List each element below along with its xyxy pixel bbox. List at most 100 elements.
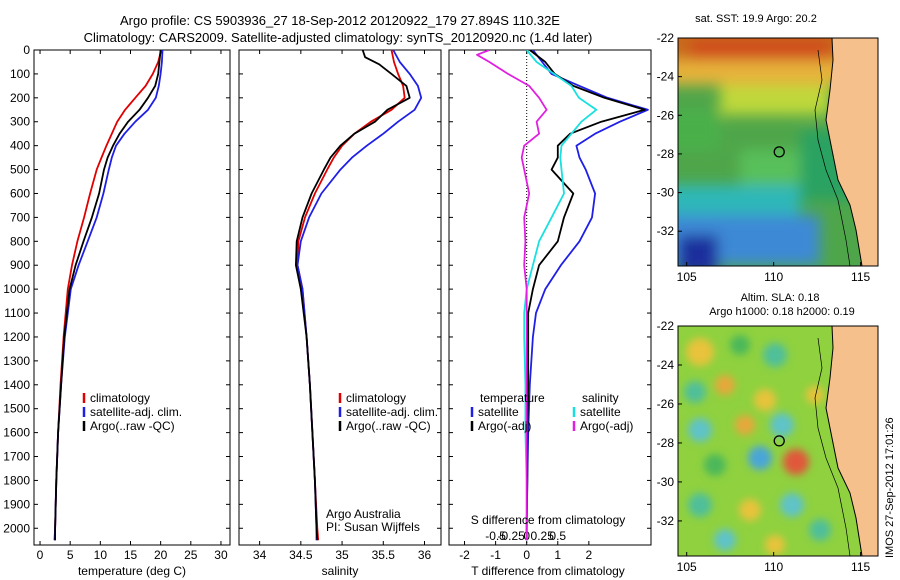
series-line-temperature: [53, 50, 164, 541]
temperature-series: [53, 50, 164, 541]
figure-title-line2: Climatology: CARS2009. Satellite-adjuste…: [84, 30, 593, 45]
depth-tick-label: 600: [10, 186, 30, 200]
s-tick-label: 0.5: [549, 529, 566, 543]
sla-map: Altim. SLA: 0.18 Argo h1000: 0.18 h2000:…: [657, 292, 879, 574]
map-x-tick-label: 115: [851, 560, 870, 574]
difference-series: [476, 50, 649, 541]
map-x-tick-label: 105: [677, 270, 697, 284]
legend-group-title: salinity: [582, 391, 619, 405]
x-tick-label: 2: [586, 548, 593, 562]
x-tick-label: 20: [154, 548, 168, 562]
map-y-tick-label: -24: [657, 70, 675, 84]
depth-tick-label: 1700: [3, 450, 30, 464]
series-line-difference: [523, 50, 598, 541]
map-y-tick-label: -30: [657, 186, 675, 200]
s-tick-label: -0.25: [497, 529, 525, 543]
sst-map-frame: [677, 37, 879, 267]
temperature-axis-ticks: 0 5 10 15 20 25 30: [37, 50, 228, 562]
map-y-tick-label: -24: [657, 358, 675, 372]
depth-tick-label: 800: [10, 234, 30, 248]
temperature-axes-frame: [33, 49, 231, 546]
figure-title-line1: Argo profile: CS 5903936_27 18-Sep-2012 …: [120, 13, 560, 28]
temperature-axis-label: temperature (deg C): [78, 564, 186, 578]
sst-map: sat. SST: 19.9 Argo: 20.2 105 110 115 -22 -2…: [657, 13, 879, 284]
legend-label: climatology: [346, 391, 406, 405]
x-tick-label: -1: [490, 548, 501, 562]
argo-location-marker-sla: [773, 435, 785, 447]
difference-legend: temperaturesatelliteArgo(-adj)salinitysa…: [470, 391, 633, 433]
depth-tick-label: 1100: [4, 306, 30, 320]
map-x-tick-label: 105: [677, 560, 697, 574]
series-line-difference: [525, 50, 649, 541]
sla-map-field: [678, 326, 878, 556]
pi-annotation: PI: Susan Wijffels: [326, 520, 420, 534]
land-mass-top: [826, 38, 878, 266]
x-tick-label: 30: [214, 548, 228, 562]
salinity-depth-ticks: [239, 49, 441, 529]
x-tick-label: 0: [37, 548, 44, 562]
salinity-axis-ticks: 34 34.5 35 35.5 36: [253, 50, 432, 562]
x-tick-label: 1: [554, 548, 561, 562]
s-tick-label: 0.25: [531, 529, 555, 543]
x-tick-label: 25: [184, 548, 198, 562]
depth-tick-label: 900: [10, 258, 30, 272]
map-x-tick-label: 110: [764, 270, 783, 284]
depth-tick-label: 1900: [3, 497, 30, 511]
land-mass-bottom: [826, 326, 878, 556]
depth-contour-top: [814, 49, 851, 266]
difference-depth-ticks: [449, 49, 651, 529]
map-y-tick-label: -22: [657, 319, 675, 333]
map-y-tick-label: -26: [657, 397, 675, 411]
map-y-tick-label: -32: [657, 514, 675, 528]
coastline-top: [825, 38, 863, 266]
x-tick-label: 35.5: [372, 548, 396, 562]
map-y-tick-label: -30: [657, 475, 675, 489]
legend-group-title: temperature: [480, 391, 545, 405]
depth-tick-label: 300: [10, 115, 30, 129]
x-tick-label: 0: [523, 548, 530, 562]
argo-australia-annotation: Argo Australia: [326, 507, 401, 521]
x-tick-label: -2: [459, 548, 470, 562]
depth-tick-label: 700: [10, 210, 30, 224]
x-tick-label: 15: [124, 548, 138, 562]
argo-location-marker: [773, 146, 785, 158]
salinity-panel: 34 34.5 35 35.5 36 salinity climatologysatel…: [238, 49, 442, 578]
legend-label: Argo(-adj): [580, 419, 633, 433]
map-x-tick-label: 110: [764, 560, 783, 574]
depth-tick-label: 0: [23, 43, 30, 57]
side-timestamp: IMOS 27-Sep-2012 17:01:26: [884, 417, 896, 558]
map-y-tick-label: -26: [657, 108, 675, 122]
map-y-tick-label: -28: [657, 436, 675, 450]
depth-tick-label: 1300: [3, 354, 30, 368]
sst-map-ticks: 105 110 115 -22 -24 -26 -28 -30 -32: [657, 31, 871, 284]
depth-tick-label: 400: [10, 139, 30, 153]
map-y-tick-label: -28: [657, 147, 675, 161]
series-line-salinity: [294, 50, 411, 541]
legend-label: Argo(..raw -QC): [346, 419, 431, 433]
sla-map-subtitle: Argo h1000: 0.18 h2000: 0.19: [709, 306, 855, 318]
x-tick-label: 10: [94, 548, 108, 562]
legend-label: satellite-adj. clim.: [346, 405, 438, 419]
x-tick-label: 35: [335, 548, 349, 562]
salinity-axis-label: salinity: [322, 564, 359, 578]
depth-tick-label: 200: [10, 91, 30, 105]
s-tick-label: -0.5: [485, 529, 506, 543]
x-tick-label: 5: [67, 548, 74, 562]
sst-map-title: sat. SST: 19.9 Argo: 20.2: [695, 13, 817, 25]
depth-tick-label: 2000: [3, 521, 30, 535]
depth-tick-label: 1400: [3, 378, 30, 392]
depth-contour-bottom: [814, 337, 851, 556]
depth-tick-label: 1600: [3, 426, 30, 440]
map-y-tick-label: -22: [657, 31, 675, 45]
difference-axes-frame: [448, 49, 652, 546]
series-line-temperature: [54, 50, 163, 541]
salinity-axes-frame: [238, 49, 442, 546]
t-difference-axis-label: T difference from climatology: [471, 564, 625, 578]
depth-tick-label: 1200: [3, 330, 30, 344]
depth-tick-label: 1800: [3, 473, 30, 487]
series-line-temperature: [54, 50, 162, 541]
sla-map-title: Altim. SLA: 0.18: [741, 292, 820, 304]
legend-label: climatology: [90, 391, 150, 405]
